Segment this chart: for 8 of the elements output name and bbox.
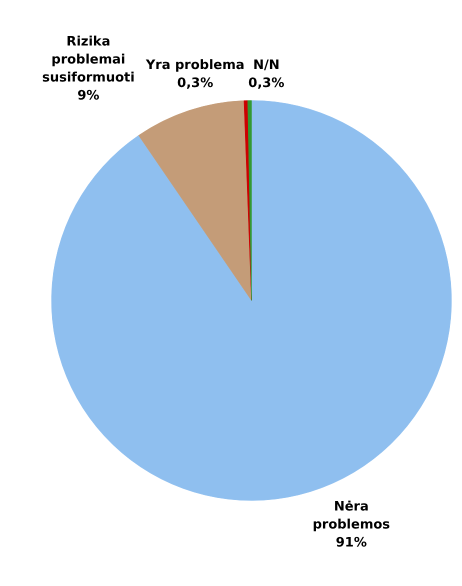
data-label: 9%	[77, 88, 100, 104]
slice-label: Rizika problemai susiformuoti	[42, 34, 135, 86]
slice-label: Yra problema	[144, 58, 245, 74]
data-label: 0,3%	[177, 76, 214, 92]
slice-label: N/N	[253, 58, 280, 74]
data-label: 91%	[336, 536, 367, 551]
data-label: 0,3%	[248, 76, 284, 92]
slice-label: Nėra problemos	[312, 500, 390, 533]
